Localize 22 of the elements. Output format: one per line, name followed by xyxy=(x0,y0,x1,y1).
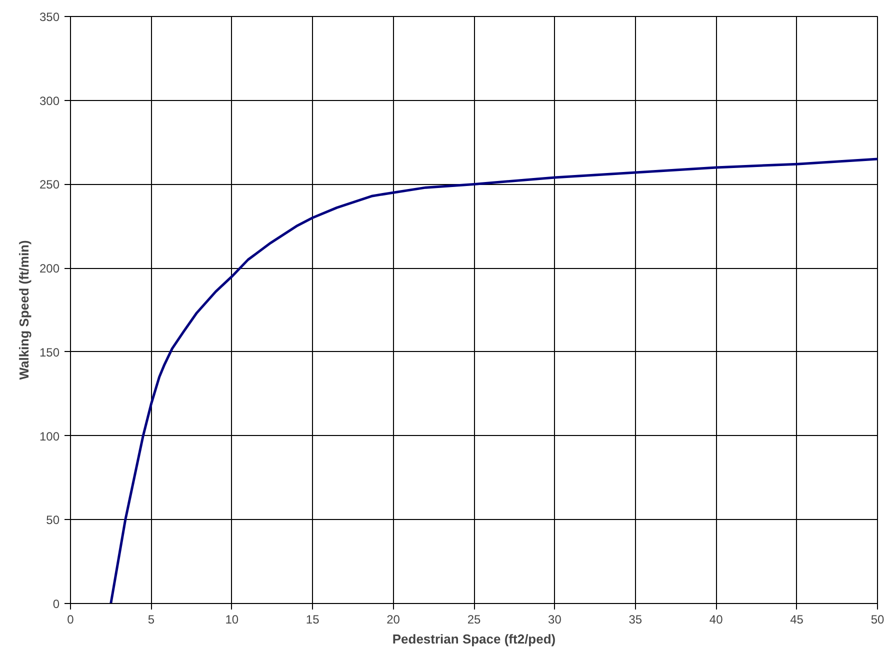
y-tick-label: 300 xyxy=(39,94,60,108)
y-tick-label: 100 xyxy=(39,429,60,444)
x-tick-label: 40 xyxy=(709,612,724,626)
y-tick-label: 50 xyxy=(46,513,60,528)
line-series xyxy=(110,158,878,604)
y-tick-label: 0 xyxy=(52,597,60,611)
y-tick-label: 150 xyxy=(39,345,60,360)
x-tick-label: 35 xyxy=(628,612,642,626)
y-axis-title: Walking Speed (ft/min) xyxy=(16,240,32,380)
x-axis-title: Pedestrian Space (ft2/ped) xyxy=(392,632,556,646)
x-tick-label: 10 xyxy=(225,612,239,626)
x-tick-label: 5 xyxy=(148,612,155,626)
y-tick-label: 200 xyxy=(39,262,60,276)
x-tick-label: 25 xyxy=(467,612,481,626)
x-tick-label: 0 xyxy=(67,612,74,626)
x-tick-label: 30 xyxy=(548,612,562,626)
x-tick-label: 45 xyxy=(790,612,804,626)
y-tick-label: 250 xyxy=(39,178,60,192)
x-tick-label: 50 xyxy=(870,612,884,626)
y-tick-label: 350 xyxy=(39,10,60,24)
x-tick-label: 20 xyxy=(386,612,400,626)
x-tick-label: 15 xyxy=(306,612,320,626)
